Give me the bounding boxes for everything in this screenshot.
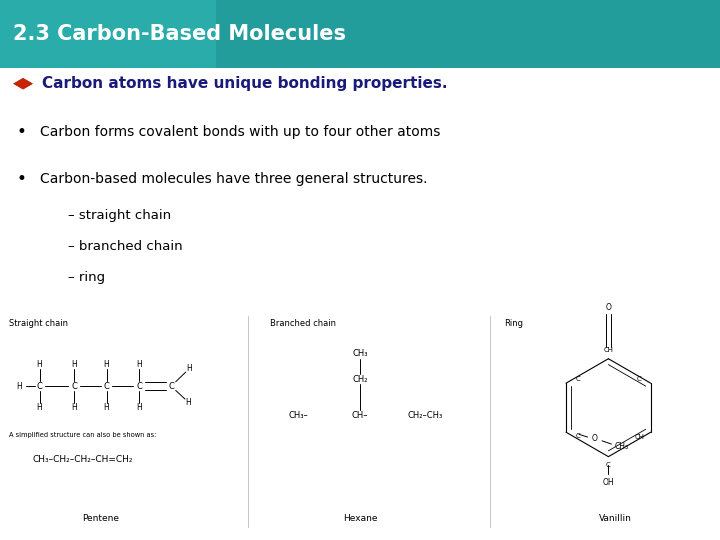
- FancyBboxPatch shape: [0, 0, 720, 68]
- Text: H: H: [104, 403, 109, 412]
- Text: CH₂: CH₂: [352, 375, 368, 383]
- Text: – ring: – ring: [68, 271, 106, 284]
- Text: CH–: CH–: [352, 411, 368, 420]
- Text: H: H: [136, 403, 142, 412]
- Text: Pentene: Pentene: [82, 514, 120, 523]
- Text: C: C: [575, 376, 580, 382]
- Text: CH: CH: [603, 347, 613, 353]
- Text: H: H: [104, 360, 109, 369]
- Text: Straight chain: Straight chain: [9, 319, 68, 328]
- Text: O: O: [592, 434, 598, 443]
- Text: CH₃: CH₃: [615, 442, 629, 451]
- Text: C: C: [104, 382, 109, 390]
- Text: – straight chain: – straight chain: [68, 210, 171, 222]
- Text: H: H: [71, 403, 77, 412]
- Text: H: H: [37, 360, 42, 369]
- Text: C: C: [71, 382, 77, 390]
- Text: H: H: [71, 360, 77, 369]
- Text: H: H: [37, 403, 42, 412]
- Text: CH₃: CH₃: [352, 349, 368, 358]
- Text: OH: OH: [603, 478, 614, 487]
- Text: Carbon-based molecules have three general structures.: Carbon-based molecules have three genera…: [40, 172, 427, 186]
- Text: C: C: [575, 434, 580, 440]
- Text: CH₂–CH₃: CH₂–CH₃: [408, 411, 442, 420]
- Text: A simplified structure can also be shown as:: A simplified structure can also be shown…: [9, 431, 156, 438]
- Text: C: C: [606, 462, 611, 468]
- Text: CH: CH: [634, 434, 644, 440]
- Text: 2.3 Carbon-Based Molecules: 2.3 Carbon-Based Molecules: [13, 24, 346, 44]
- Text: C: C: [136, 382, 142, 390]
- Text: Ring: Ring: [504, 319, 523, 328]
- Text: CH₃–CH₂–CH₂–CH=CH₂: CH₃–CH₂–CH₂–CH=CH₂: [32, 455, 133, 463]
- Text: O: O: [606, 303, 611, 312]
- Text: Carbon forms covalent bonds with up to four other atoms: Carbon forms covalent bonds with up to f…: [40, 125, 440, 139]
- Text: H: H: [17, 382, 22, 390]
- Text: Branched chain: Branched chain: [270, 319, 336, 328]
- Text: •: •: [17, 123, 27, 141]
- Text: Vanillin: Vanillin: [599, 514, 632, 523]
- Text: – branched chain: – branched chain: [68, 240, 183, 253]
- Text: H: H: [185, 399, 191, 407]
- Text: •: •: [17, 170, 27, 188]
- FancyBboxPatch shape: [216, 0, 720, 68]
- Polygon shape: [14, 78, 32, 89]
- Text: Hexane: Hexane: [343, 514, 377, 523]
- Text: H: H: [136, 360, 142, 369]
- Text: C: C: [637, 376, 642, 382]
- Text: H: H: [186, 364, 192, 373]
- Text: C: C: [37, 382, 42, 390]
- Text: C: C: [168, 382, 174, 390]
- Text: CH₃–: CH₃–: [289, 411, 309, 420]
- Text: Carbon atoms have unique bonding properties.: Carbon atoms have unique bonding propert…: [42, 76, 447, 91]
